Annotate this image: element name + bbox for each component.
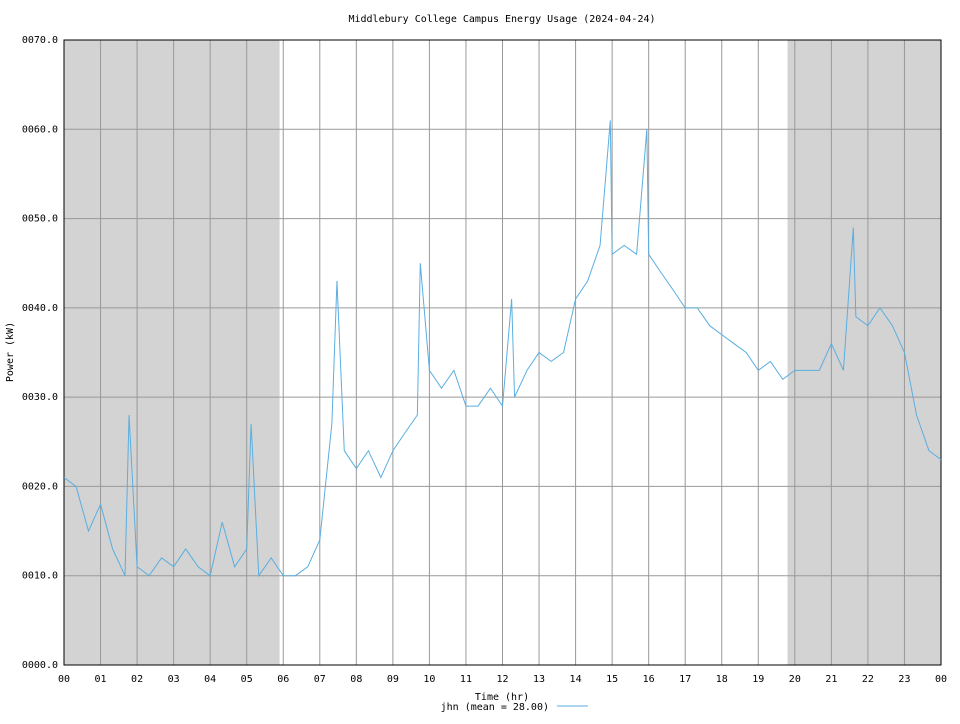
x-tick-label: 14	[570, 674, 582, 685]
x-tick-label: 12	[496, 674, 508, 685]
y-axis-label: Power (kW)	[5, 322, 16, 382]
x-tick-label: 07	[314, 674, 326, 685]
x-tick-label: 03	[168, 674, 180, 685]
x-tick-label: 20	[789, 674, 801, 685]
plot-frame	[63, 39, 942, 666]
x-tick-label: 10	[423, 674, 435, 685]
x-tick-label: 08	[350, 674, 362, 685]
chart-title: Middlebury College Campus Energy Usage (…	[348, 14, 655, 25]
y-tick-label: 0030.0	[22, 392, 58, 403]
y-tick-label: 0020.0	[22, 481, 58, 492]
x-tick-label: 17	[679, 674, 691, 685]
y-tick-label: 0050.0	[22, 214, 58, 225]
shaded-range	[787, 40, 941, 665]
x-tick-label: 22	[862, 674, 874, 685]
y-tick-label: 0000.0	[22, 660, 58, 671]
x-tick-label: 01	[95, 674, 107, 685]
x-tick-label: 19	[752, 674, 764, 685]
x-tick-label: 06	[277, 674, 289, 685]
x-tick-label: 18	[716, 674, 728, 685]
y-tick-label: 0060.0	[22, 124, 58, 135]
x-tick-label: 13	[533, 674, 545, 685]
x-tick-label: 04	[204, 674, 216, 685]
x-tick-label: 11	[460, 674, 472, 685]
legend-label: jhn (mean = 28.00)	[441, 702, 549, 713]
y-tick-label: 0010.0	[22, 571, 58, 582]
x-tick-label: 02	[131, 674, 143, 685]
shaded-range	[64, 40, 280, 665]
x-tick-label: 05	[241, 674, 253, 685]
x-tick-label: 16	[643, 674, 655, 685]
x-tick-label: 23	[898, 674, 910, 685]
data-line	[63, 120, 942, 578]
x-tick-label: 00	[58, 674, 70, 685]
x-tick-label: 15	[606, 674, 618, 685]
y-tick-label: 0070.0	[22, 35, 58, 46]
x-tick-label: 09	[387, 674, 399, 685]
x-axis-label: Time (hr)	[475, 692, 529, 703]
x-tick-label: 21	[825, 674, 837, 685]
x-tick-label: 00	[935, 674, 947, 685]
y-tick-label: 0040.0	[22, 303, 58, 314]
